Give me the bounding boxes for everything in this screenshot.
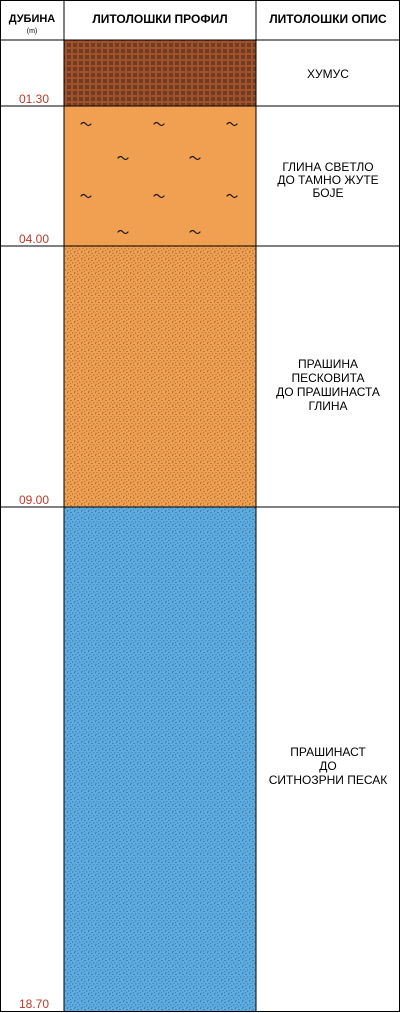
description-silt-sand-line-3: СИТНОЗРНИ ПЕСАК	[269, 773, 388, 787]
layer-silt-clay-fill	[64, 246, 256, 507]
description-silt-clay-line-4: ГЛИНА	[309, 399, 348, 413]
clay-symbols	[80, 121, 238, 235]
layer-silt-sand-fill	[64, 507, 256, 1011]
description-silt-clay-line-3: ДО ПРАШИНАСТА	[276, 385, 380, 399]
depth-label-4: 18.70	[19, 997, 49, 1011]
depth-label-2: 04.00	[19, 232, 49, 246]
description-silt-clay-line-2: ПЕСКОВИТА	[291, 371, 364, 385]
layer-humus-fill	[64, 40, 256, 106]
description-clay-line-1: ГЛИНА СВЕТЛО	[282, 160, 373, 174]
profile-header: ЛИТОЛОШКИ ПРОФИЛ	[92, 12, 227, 26]
depth-label-3: 09.00	[19, 493, 49, 507]
depth-label-1: 01.30	[19, 92, 49, 106]
description-silt-sand-line-2: ДО	[319, 759, 336, 773]
description-header: ЛИТОЛОШКИ ОПИС	[269, 12, 387, 26]
depth-header: ДУБИНА	[9, 13, 56, 25]
description-silt-clay-line-1: ПРАШИНА	[298, 357, 358, 371]
layer-clay-fill	[64, 106, 256, 246]
description-humus: ХУМУС	[307, 67, 349, 81]
description-clay-line-2: ДО ТАМНО ЖУТЕ	[277, 173, 378, 187]
depth-unit: (m)	[27, 28, 38, 35]
description-clay-line-3: БОЈЕ	[312, 186, 343, 200]
description-silt-sand-line-1: ПРАШИНАСТ	[290, 745, 366, 759]
